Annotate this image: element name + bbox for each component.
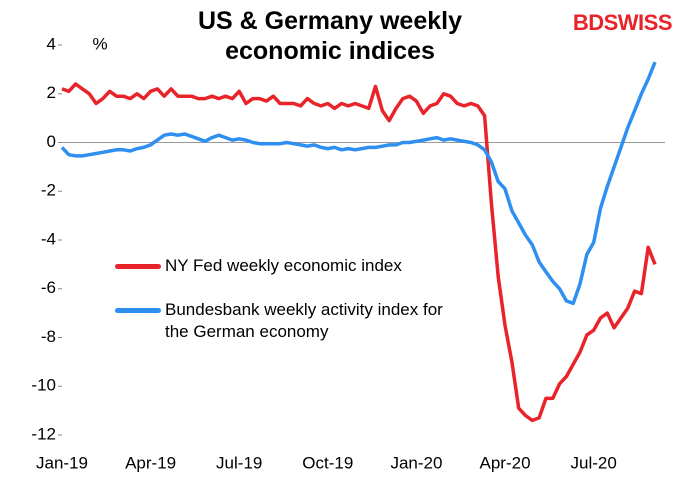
x-tick-label: Oct-19 (302, 453, 353, 472)
x-tick-label: Jul-19 (216, 453, 262, 472)
x-tick-label: Jan-20 (390, 453, 442, 472)
y-tick-label: 4 (47, 34, 56, 53)
x-tick-label: Apr-19 (125, 453, 176, 472)
legend-label: Bundesbank weekly activity index for the… (165, 300, 443, 341)
legend-label: NY Fed weekly economic index (165, 256, 402, 275)
y-tick-label: 2 (47, 83, 56, 102)
series-line (61, 82, 657, 423)
x-tick-label: Jan-19 (36, 453, 88, 472)
y-tick-label: -10 (31, 376, 56, 395)
y-tick-label: -4 (41, 229, 56, 248)
chart-title: US & Germany weekly economic indices (197, 7, 462, 65)
legend-swatch (115, 264, 161, 269)
y-tick-label: 0 (47, 132, 56, 151)
x-tick-label: Apr-20 (480, 453, 531, 472)
y-tick-label: -2 (41, 181, 56, 200)
y-tick-label: -8 (41, 327, 56, 346)
logo: BDSWISS (572, 10, 673, 35)
legend-swatch (115, 308, 161, 313)
y-axis-unit: % (92, 34, 107, 53)
y-tick-label: -6 (41, 278, 56, 297)
y-tick-label: -12 (31, 424, 56, 443)
legend-item: Bundesbank weekly activity index for the… (115, 299, 445, 343)
series-line (60, 61, 657, 306)
legend: NY Fed weekly economic index Bundesbank w… (115, 255, 445, 365)
legend-item: NY Fed weekly economic index (115, 255, 445, 277)
x-tick-label: Jul-20 (570, 453, 616, 472)
